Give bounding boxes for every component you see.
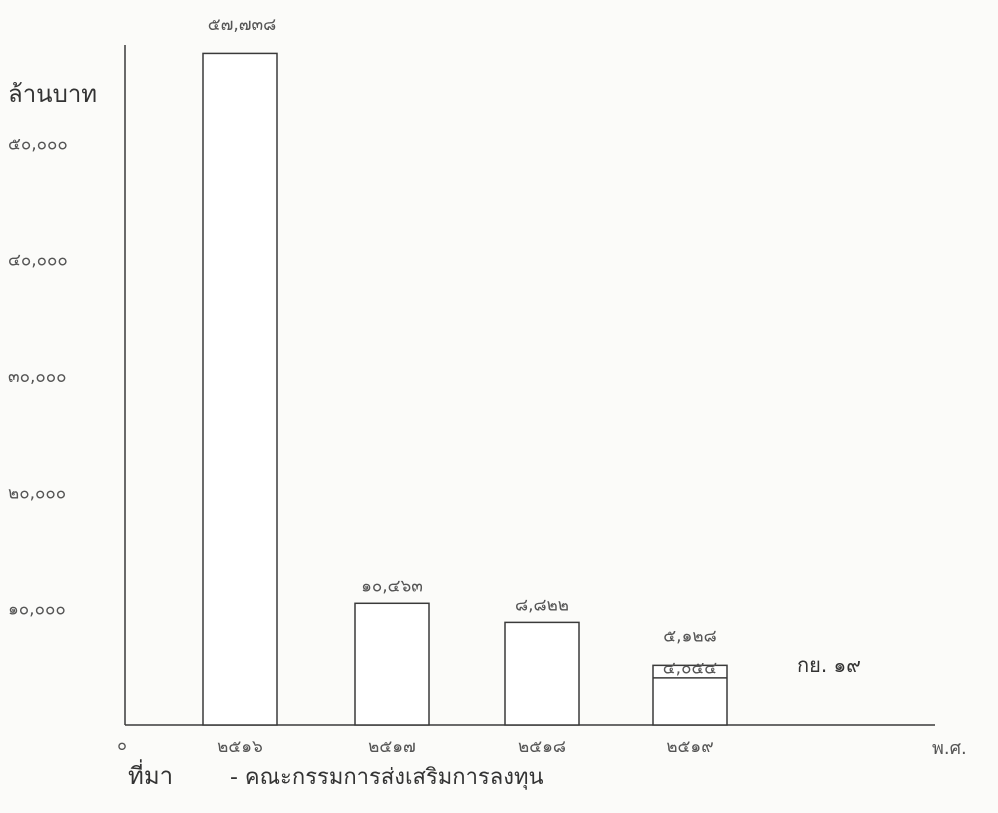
x-tick-labels: ๒๕๑๖ ๒๕๑๗ ๒๕๑๘ ๒๕๑๙ xyxy=(217,737,713,757)
y-tick-label: ๔๐,๐๐๐ xyxy=(8,251,68,271)
value-label: ๕,๑๒๘ xyxy=(663,626,716,646)
x-tick-label: ๒๕๑๘ xyxy=(518,737,566,757)
inner-marker-label: ๔,๐๕๔ xyxy=(663,658,718,678)
bar xyxy=(652,664,728,726)
y-tick-label: ๑๐,๐๐๐ xyxy=(8,600,66,620)
bar xyxy=(354,602,430,726)
origin-label: ๐ xyxy=(117,735,127,754)
y-tick-label: ๓๐,๐๐๐ xyxy=(8,367,67,387)
x-tick-label: ๒๕๑๖ xyxy=(217,737,263,757)
y-tick-label: ๕๐,๐๐๐ xyxy=(8,134,68,154)
value-label: ๘,๘๒๒ xyxy=(515,595,569,615)
source-text: - คณะกรรมการส่งเสริมการลงทุน xyxy=(230,765,544,790)
source-label: ที่มา xyxy=(128,759,173,790)
value-label: ๕๗,๗๓๘ xyxy=(208,15,277,35)
bar xyxy=(202,52,278,726)
x-axis-title: พ.ศ. xyxy=(932,738,967,759)
y-tick-label: ๒๐,๐๐๐ xyxy=(8,483,66,503)
y-axis-title: ล้านบาท xyxy=(8,80,97,108)
bar xyxy=(504,621,580,726)
bars xyxy=(202,52,728,726)
x-tick-label: ๒๕๑๙ xyxy=(666,737,713,757)
x-tick-label: ๒๕๑๗ xyxy=(368,737,416,757)
value-label: ๑๐,๔๖๓ xyxy=(361,576,423,596)
y-tick-labels: ๑๐,๐๐๐ ๒๐,๐๐๐ ๓๐,๐๐๐ ๔๐,๐๐๐ ๕๐,๐๐๐ xyxy=(8,134,68,619)
annotation-label: กย. ๑๙ xyxy=(797,653,861,677)
